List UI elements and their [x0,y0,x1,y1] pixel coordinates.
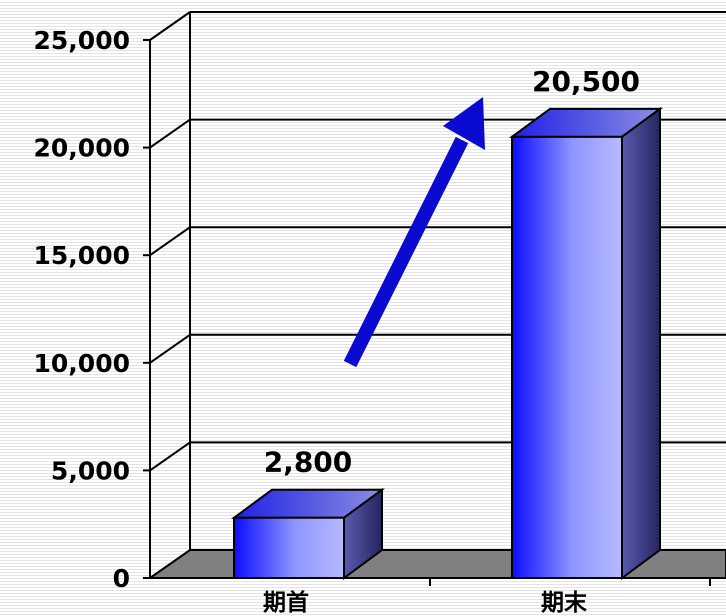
category-label: 期末 [541,590,588,616]
data-labels: 2,800 20,500 [264,65,640,479]
y-tick-label: 0 [113,564,130,593]
x-axis-ticks [429,578,711,586]
gridline-diagonal [149,226,191,257]
arrow-shaft [343,136,469,368]
bar [508,106,664,580]
bar-front [233,516,345,580]
y-tick-label: 15,000 [34,241,130,270]
bars [230,106,664,580]
y-tick-label: 10,000 [34,349,130,378]
y-axis-tick-labels: 0 5,000 10,000 15,000 20,000 25,000 [34,26,130,593]
category-labels: 期首 期末 [263,589,588,616]
y-tick-label: 5,000 [51,456,130,485]
gridline-diagonal [149,441,191,472]
gridline-diagonal [149,118,191,149]
bar-front [511,135,623,579]
growth-arrow [343,97,485,368]
gridline-diagonal [149,333,191,364]
bar [230,487,386,580]
y-tick-label: 25,000 [34,26,130,55]
category-label: 期首 [263,589,309,616]
gridline-diagonal [149,11,191,41]
y-tick-label: 20,000 [34,134,130,163]
bar-side [621,106,661,580]
data-label: 2,800 [264,446,353,479]
arrow-head [443,97,485,150]
data-label: 20,500 [532,65,640,98]
